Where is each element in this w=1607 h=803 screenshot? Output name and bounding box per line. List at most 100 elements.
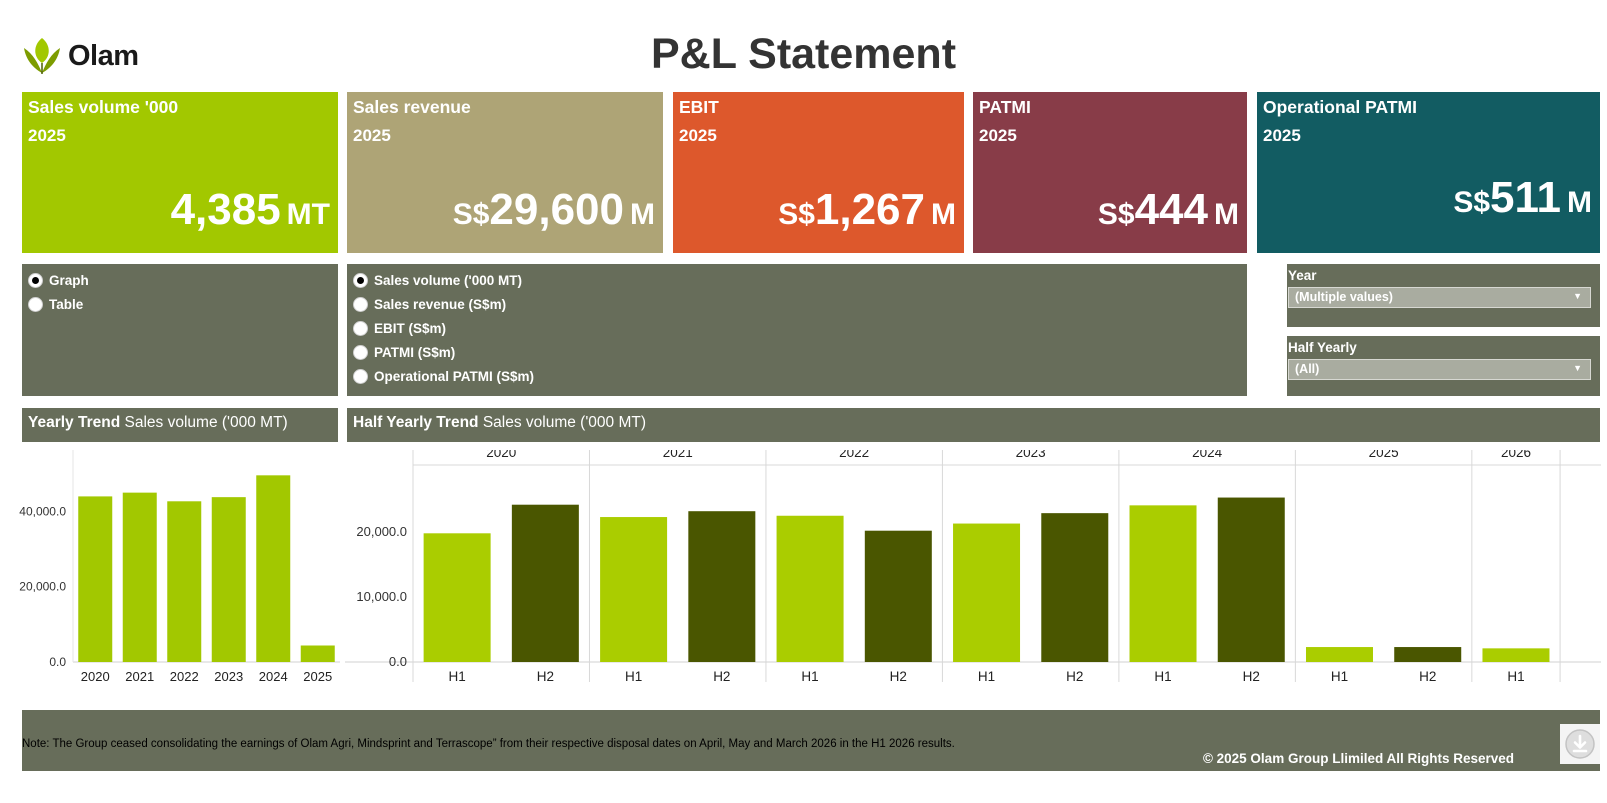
radio-label: PATMI (S$m) — [374, 344, 456, 360]
radio-label: Sales revenue (S$m) — [374, 296, 507, 312]
half-yearly-dropdown-value: (All) — [1295, 362, 1320, 376]
bar — [864, 530, 932, 662]
x-tick-label: 2025 — [303, 669, 332, 684]
radio-label: Graph — [49, 272, 89, 288]
kpi-card-ebit: EBIT 2025 S$1,267 M — [673, 92, 964, 253]
year-group-label: 2026 — [1501, 450, 1531, 460]
yearly-trend-chart: 0.0 20,000.0 40,000.0 2020 2021 2022 2023 2024 2… — [19, 450, 340, 684]
radio-button-icon[interactable] — [353, 296, 368, 312]
period-label: H2 — [713, 669, 730, 684]
kpi-unit: M — [931, 198, 956, 231]
bar — [256, 475, 291, 662]
bar — [300, 645, 335, 662]
radio-ebit[interactable]: EBIT (S$m) — [353, 316, 1241, 340]
kpi-value: S$29,600 M — [453, 185, 655, 235]
kpi-prefix: S$ — [452, 198, 490, 231]
half-yearly-dropdown[interactable]: (All) ▼ — [1288, 359, 1591, 380]
bar — [688, 511, 756, 662]
kpi-label: EBIT — [679, 97, 719, 117]
kpi-prefix: S$ — [1453, 186, 1491, 219]
bar — [1041, 513, 1109, 662]
kpi-prefix: S$ — [778, 198, 815, 231]
year-filter-label: Year — [1288, 268, 1317, 283]
chevron-down-icon[interactable]: ▼ — [1573, 291, 1582, 301]
year-group-label: 2025 — [1369, 450, 1399, 460]
radio-label: Operational PATMI (S$m) — [374, 368, 535, 384]
bar — [167, 501, 202, 662]
radio-sales-volume[interactable]: Sales volume ('000 MT) — [353, 268, 1241, 292]
radio-operational-patmi[interactable]: Operational PATMI (S$m) — [353, 364, 1241, 388]
period-label: H1 — [625, 669, 642, 684]
page-title: P&L Statement — [650, 30, 957, 78]
footer-note: Note: The Group ceased consolidating the… — [22, 738, 955, 750]
period-label: H2 — [890, 669, 907, 684]
kpi-number: 444 — [1134, 185, 1208, 234]
year-dropdown-value: (Multiple values) — [1295, 290, 1393, 304]
period-label: H1 — [1154, 669, 1171, 684]
radio-selected-dot — [32, 276, 39, 284]
period-label: H2 — [1066, 669, 1083, 684]
kpi-unit: M — [630, 198, 655, 231]
olam-leaf-icon — [24, 38, 60, 74]
radio-button-icon[interactable] — [353, 272, 368, 288]
yearly-trend-header: Yearly Trend Sales volume ('000 MT) — [22, 408, 338, 442]
bar — [122, 492, 157, 662]
kpi-year: 2025 — [28, 126, 66, 145]
period-label: H2 — [1419, 669, 1436, 684]
radio-button-icon[interactable] — [28, 296, 43, 312]
bar — [600, 517, 668, 662]
half-yearly-trend-subtitle: Sales volume ('000 MT) — [482, 414, 646, 431]
radio-sales-revenue[interactable]: Sales revenue (S$m) — [353, 292, 1241, 316]
x-tick-label: 2021 — [125, 669, 154, 684]
y-tick-label: 10,000.0 — [356, 589, 407, 604]
kpi-value: S$511 M — [1453, 173, 1592, 223]
kpi-label: Sales revenue — [353, 97, 471, 117]
bar — [1394, 647, 1462, 662]
x-tick-label: 2024 — [259, 669, 288, 684]
radio-label: Sales volume ('000 MT) — [374, 272, 523, 288]
radio-graph[interactable]: Graph — [28, 268, 332, 292]
yearly-trend-subtitle: Sales volume ('000 MT) — [124, 414, 288, 431]
year-dropdown[interactable]: (Multiple values) ▼ — [1288, 287, 1591, 308]
kpi-label: PATMI — [979, 97, 1031, 117]
radio-button-icon[interactable] — [353, 344, 368, 360]
bar — [1129, 505, 1197, 662]
kpi-unit: MT — [286, 198, 330, 231]
kpi-label: Sales volume '000 — [28, 97, 179, 117]
olam-logo: Olam — [22, 36, 139, 76]
brand-name: Olam — [68, 39, 139, 72]
radio-table[interactable]: Table — [28, 292, 332, 316]
chevron-down-icon[interactable]: ▼ — [1573, 363, 1582, 373]
radio-selected-dot — [357, 276, 364, 284]
half-yearly-trend-header: Half Yearly Trend Sales volume ('000 MT) — [347, 408, 1600, 442]
bar — [776, 515, 844, 662]
radio-label: Table — [49, 296, 84, 312]
bar — [211, 497, 246, 662]
bar — [511, 504, 579, 662]
radio-patmi[interactable]: PATMI (S$m) — [353, 340, 1241, 364]
kpi-number: 29,600 — [489, 185, 624, 234]
view-toggle-panel: Graph Table — [22, 264, 338, 396]
radio-button-icon[interactable] — [28, 272, 43, 288]
download-button[interactable] — [1560, 724, 1600, 764]
y-tick-label: 0.0 — [389, 654, 407, 669]
period-label: H1 — [1507, 669, 1524, 684]
period-label: H1 — [978, 669, 995, 684]
bar — [953, 523, 1021, 662]
kpi-year: 2025 — [979, 126, 1017, 145]
radio-button-icon[interactable] — [353, 320, 368, 336]
bar — [78, 496, 113, 662]
kpi-card-operational-patmi: Operational PATMI 2025 S$511 M — [1257, 92, 1600, 253]
half-yearly-trend-title: Half Yearly Trend — [353, 414, 479, 431]
y-tick-label: 20,000.0 — [356, 524, 407, 539]
kpi-year: 2025 — [679, 126, 717, 145]
x-tick-label: 2023 — [214, 669, 243, 684]
kpi-unit: M — [1214, 198, 1239, 231]
bar — [1305, 647, 1373, 662]
bar — [1217, 497, 1285, 662]
radio-button-icon[interactable] — [353, 368, 368, 384]
year-group-label: 2024 — [1192, 450, 1223, 460]
kpi-number: 1,267 — [814, 185, 925, 234]
kpi-card-patmi: PATMI 2025 S$444 M — [973, 92, 1247, 253]
footer: Note: The Group ceased consolidating the… — [22, 710, 1600, 771]
